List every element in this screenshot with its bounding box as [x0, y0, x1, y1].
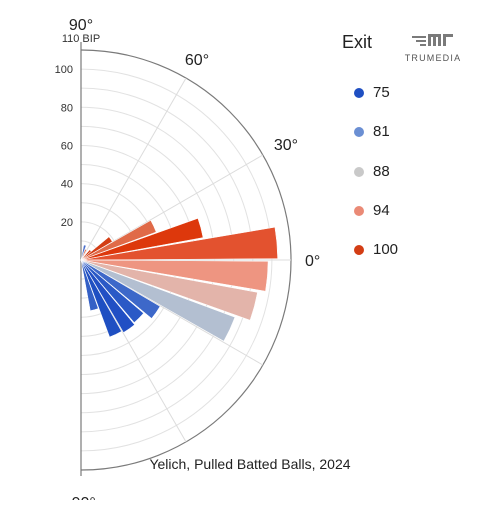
chart-bar: [80, 244, 87, 261]
chart-bar: [80, 259, 269, 292]
chart-bar: [80, 259, 161, 319]
radial-tick-label: 40: [61, 179, 73, 191]
legend-item-94: 94: [342, 202, 390, 219]
chart-title-text: Yelich, Pulled Batted Balls, 2024: [149, 456, 351, 472]
radial-tick-label: 60: [61, 140, 73, 152]
legend-title: Exit: [342, 32, 373, 52]
chart-bar: [80, 259, 135, 333]
trumedia-logo-mark: [412, 34, 453, 46]
chart-bar: [80, 220, 157, 261]
angle-tick-label: -90°: [66, 495, 96, 500]
chart-bar: [80, 259, 258, 321]
legend-label: 81: [373, 123, 390, 140]
chart-bar: [80, 236, 113, 261]
angle-tick-label: 0°: [305, 253, 320, 270]
chart-bar: [80, 259, 144, 323]
angle-tick-label: 90°: [69, 17, 93, 34]
grid-spoke: [80, 77, 187, 261]
legend-label: 100: [373, 241, 399, 258]
angle-tick-label: 30°: [274, 137, 298, 154]
legend-item-81: 81: [342, 123, 390, 140]
legend-item-75: 75: [342, 84, 390, 101]
chart-bar: [80, 259, 122, 338]
trumedia-logo: TRUMEDIA: [398, 32, 468, 64]
brand-name: TRUMEDIA: [404, 53, 462, 63]
legend-swatch: [354, 87, 364, 98]
legend-label: 94: [373, 202, 390, 219]
radial-max-label: 110 BIP: [62, 33, 100, 45]
chart-bar: [80, 259, 236, 342]
chart-title: Yelich, Pulled Batted Balls, 2024: [0, 456, 500, 472]
legend: Exit 75 81 88 94 100: [342, 32, 492, 258]
legend-swatch: [354, 166, 364, 177]
chart-bar: [80, 226, 278, 261]
bar-layer: [80, 218, 278, 342]
legend-swatch: [354, 205, 364, 216]
chart-bar: [80, 259, 99, 311]
legend-swatch: [354, 126, 364, 137]
angle-tick-label: 60°: [185, 52, 209, 69]
legend-label: 88: [373, 163, 390, 180]
radial-tick-label: 80: [61, 102, 73, 114]
chart-bar: [80, 218, 204, 261]
legend-swatch: [354, 244, 364, 255]
radial-tick-label: 20: [61, 217, 73, 229]
legend-item-100: 100: [342, 241, 398, 258]
radial-tick-label: 100: [55, 64, 73, 76]
legend-label: 75: [373, 84, 390, 101]
legend-item-88: 88: [342, 163, 390, 180]
